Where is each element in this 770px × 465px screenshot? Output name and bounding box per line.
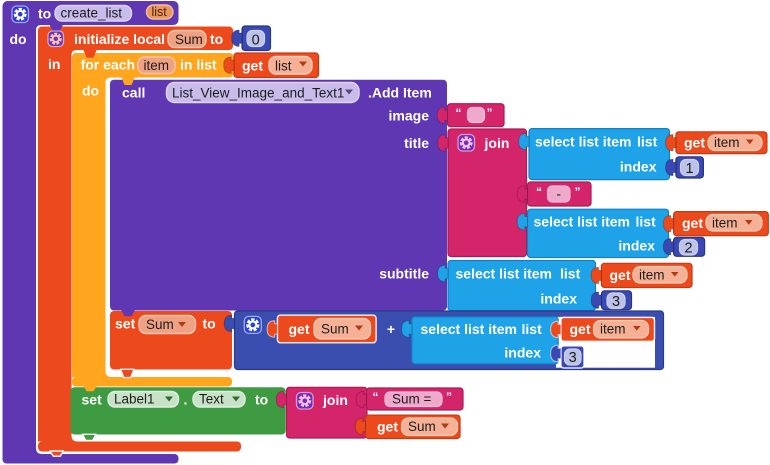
svg-text:index: index	[504, 345, 541, 361]
svg-text:in: in	[48, 56, 60, 72]
svg-text:1: 1	[685, 161, 693, 177]
svg-text:”: ”	[446, 390, 452, 404]
svg-text:“: “	[536, 185, 542, 199]
svg-text:get: get	[570, 321, 591, 337]
svg-text:Label1: Label1	[114, 392, 155, 407]
svg-text:title: title	[404, 135, 429, 151]
svg-text:List_View_Image_and_Text1: List_View_Image_and_Text1	[172, 86, 344, 101]
svg-text:0: 0	[252, 33, 260, 49]
svg-text:list: list	[637, 134, 658, 150]
svg-text:in list: in list	[180, 57, 217, 73]
svg-text:create_list: create_list	[61, 6, 123, 21]
svg-text:list: list	[522, 321, 543, 337]
svg-text:3: 3	[612, 294, 620, 310]
svg-text:set: set	[82, 392, 103, 408]
svg-text:do: do	[82, 83, 99, 99]
svg-text:item: item	[712, 216, 738, 231]
svg-text:.: .	[184, 392, 188, 408]
svg-text:”: ”	[575, 185, 581, 199]
svg-text:select list item: select list item	[421, 321, 518, 337]
svg-text:to: to	[203, 316, 216, 332]
svg-text:.Add Item: .Add Item	[368, 85, 432, 101]
svg-text:do: do	[10, 31, 27, 47]
svg-text:item: item	[144, 58, 170, 73]
svg-text:Sum: Sum	[321, 322, 349, 337]
svg-text:join: join	[322, 392, 348, 408]
svg-text:3: 3	[569, 350, 577, 366]
svg-text:call: call	[122, 85, 145, 101]
svg-text:get: get	[682, 215, 703, 231]
svg-text:to: to	[255, 392, 268, 408]
svg-text:+: +	[387, 321, 395, 337]
svg-text:for each: for each	[81, 57, 135, 73]
svg-text:to: to	[210, 31, 223, 47]
svg-text:-: -	[556, 187, 561, 202]
svg-text:index: index	[618, 238, 655, 254]
svg-text:to: to	[38, 6, 51, 22]
svg-text:subtitle: subtitle	[379, 266, 429, 282]
svg-text:”: ”	[487, 106, 493, 120]
svg-text:get: get	[377, 419, 398, 435]
svg-text:select list item: select list item	[535, 134, 632, 150]
svg-text:image: image	[389, 108, 430, 124]
svg-text:2: 2	[684, 241, 692, 257]
svg-text:Sum: Sum	[175, 32, 203, 47]
svg-text:item: item	[600, 322, 626, 337]
svg-text:get: get	[610, 267, 631, 283]
svg-text:list: list	[560, 266, 581, 282]
svg-text:Sum: Sum	[408, 419, 436, 434]
svg-text:set: set	[115, 316, 136, 332]
svg-text:item: item	[639, 268, 665, 283]
svg-text:Sum: Sum	[146, 317, 174, 332]
svg-text:get: get	[289, 321, 310, 337]
svg-text:join: join	[484, 135, 510, 151]
svg-text:list: list	[636, 214, 657, 230]
svg-text:list: list	[275, 59, 292, 74]
svg-text:item: item	[714, 135, 740, 150]
svg-text:Sum =: Sum =	[392, 392, 432, 407]
svg-text:get: get	[684, 135, 705, 151]
svg-text:initialize local: initialize local	[74, 31, 165, 47]
svg-text:list: list	[152, 5, 168, 19]
svg-text:get: get	[242, 58, 263, 74]
svg-text:select list item: select list item	[456, 266, 553, 282]
svg-text:select list item: select list item	[534, 214, 631, 230]
svg-text:index: index	[620, 159, 657, 175]
svg-text:“: “	[456, 106, 462, 120]
svg-text:“: “	[373, 390, 379, 404]
svg-text:Text: Text	[199, 392, 224, 407]
svg-text:index: index	[540, 291, 577, 307]
